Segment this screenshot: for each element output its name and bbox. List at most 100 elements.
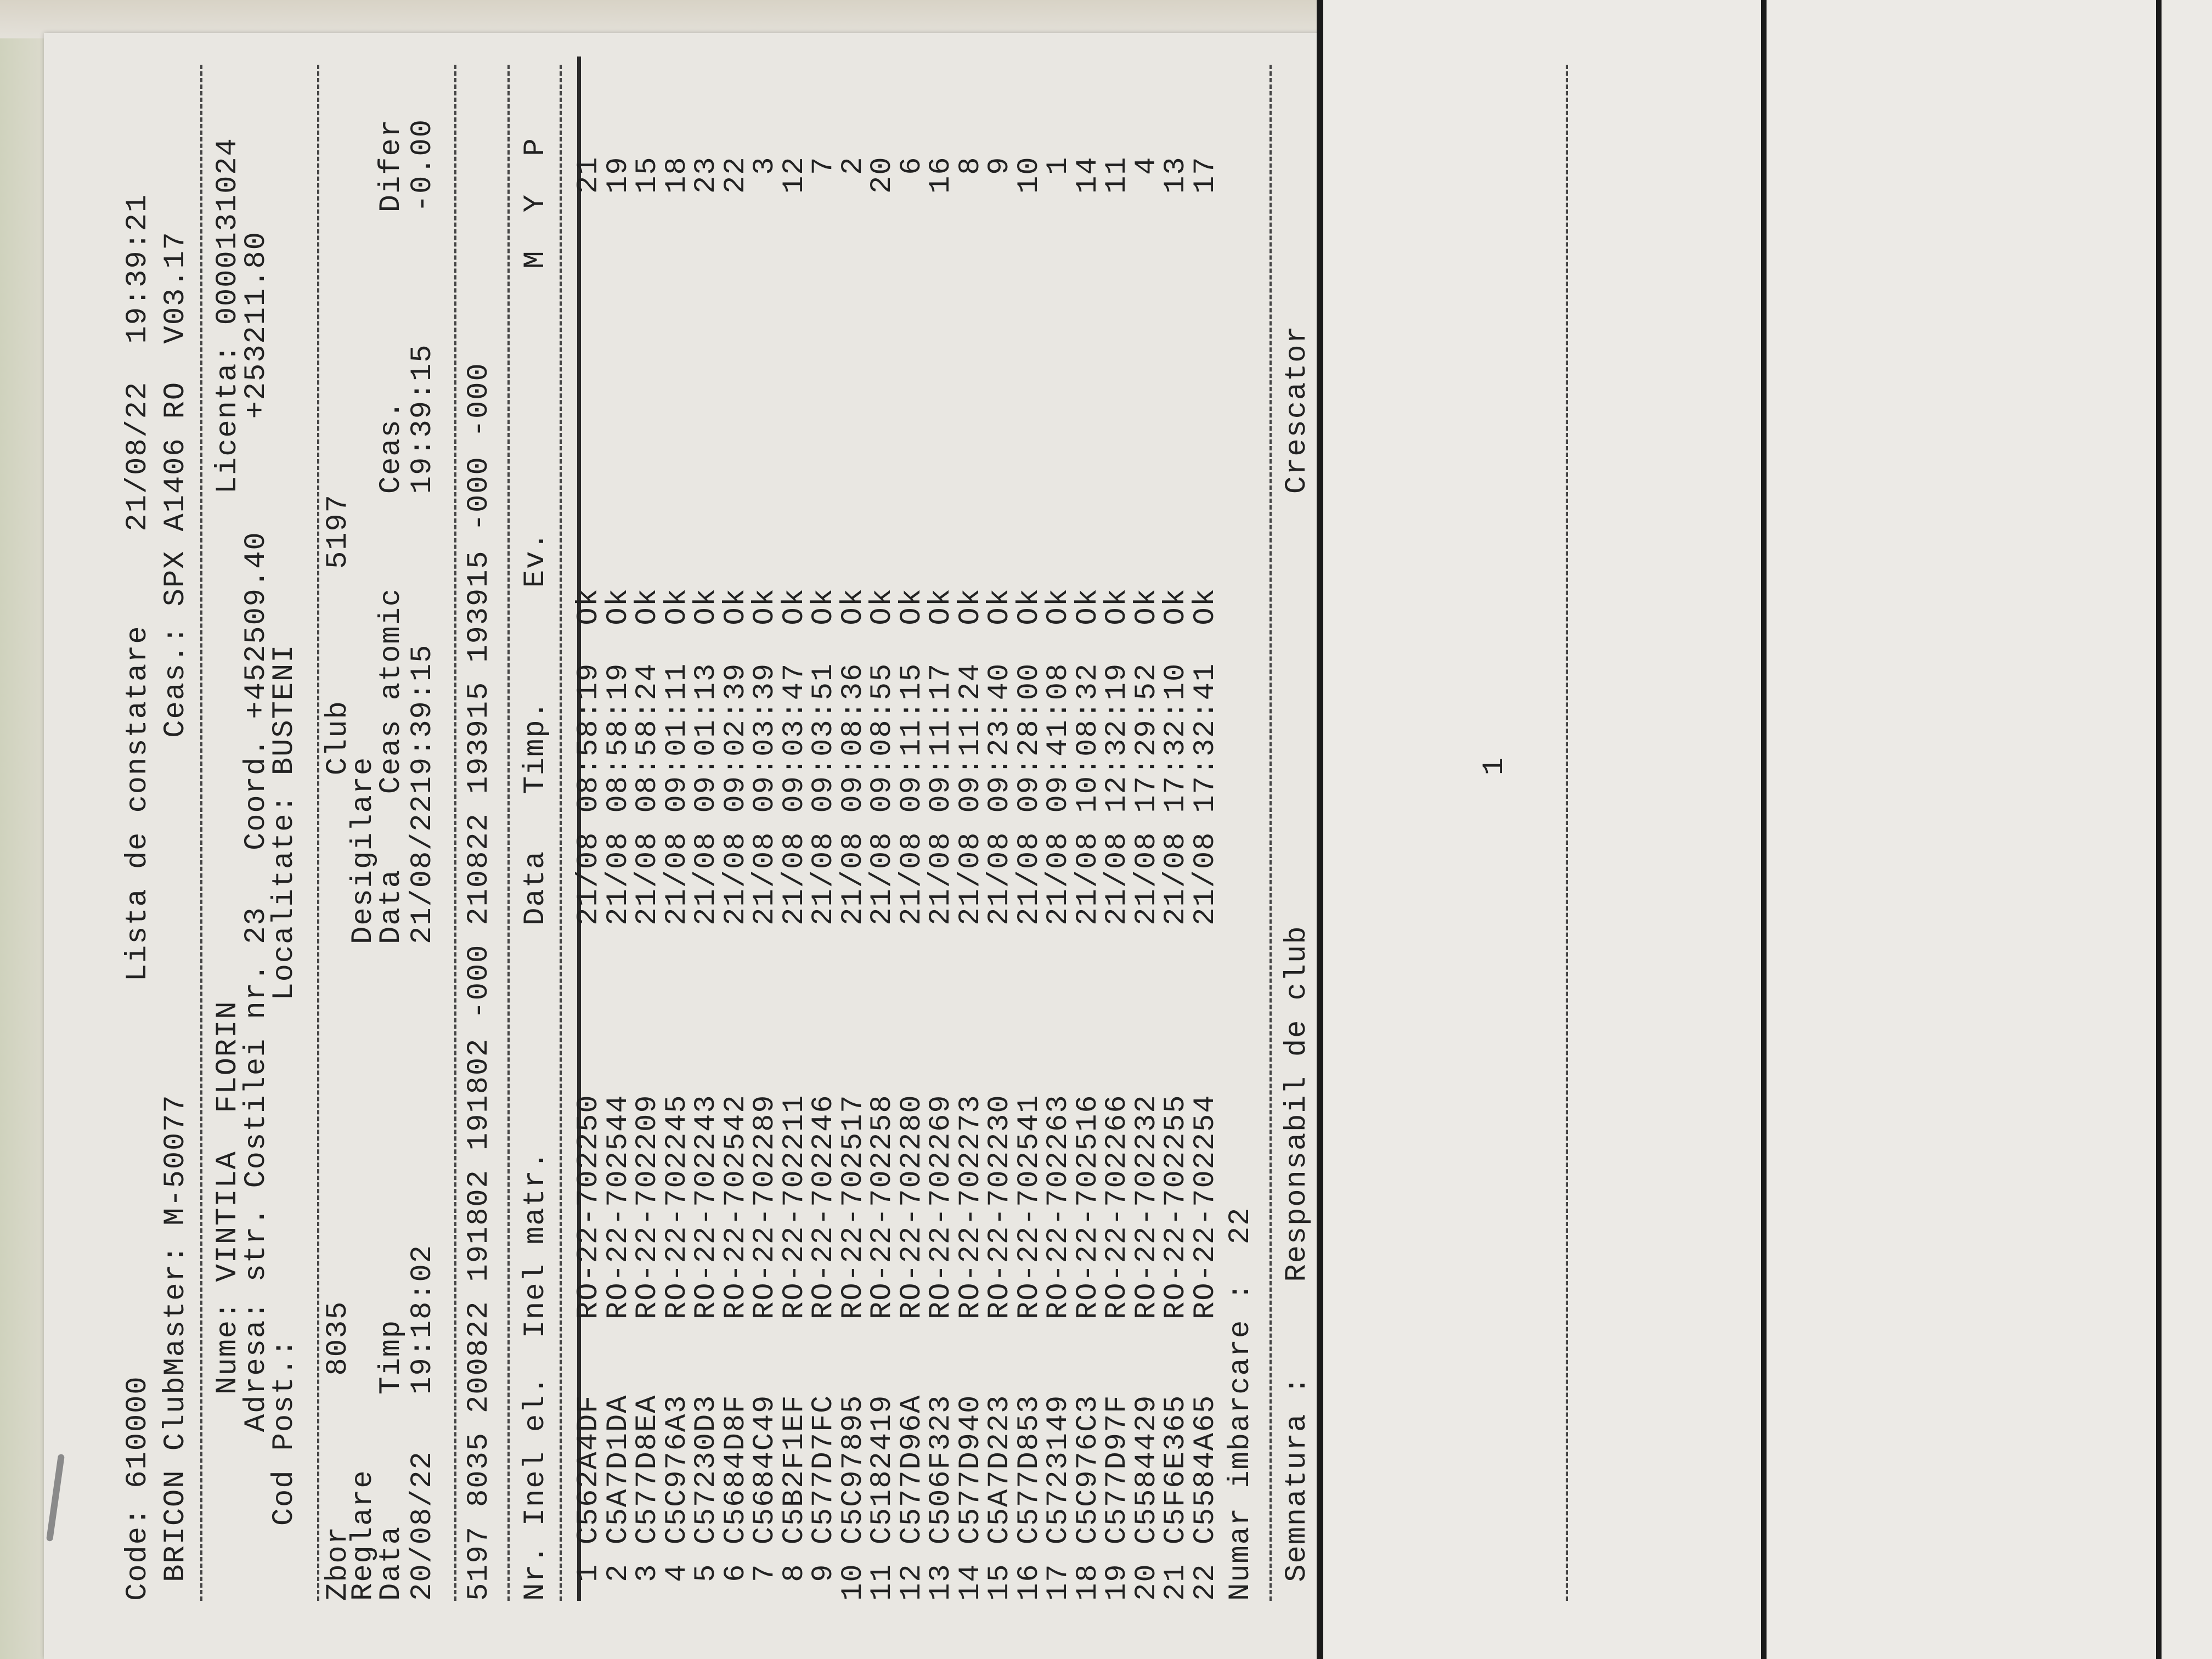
cell-timp: 09:08:55 (866, 662, 899, 813)
divider (1269, 65, 1272, 1601)
cell-p: 4 (1130, 156, 1164, 175)
setting-line: Reglare Desigilare (347, 48, 380, 1601)
col-difer: Difer (375, 119, 408, 213)
table-row: 20 C5584429 RO-22-702232 21/08 17:29:52 Ok 4 (1130, 48, 1164, 1601)
table-row: 3 C577D8EA RO-22-702209 21/08 08:58:24 Ok 15 (631, 48, 664, 1601)
cell-matr: RO-22-702541 (1012, 1094, 1046, 1319)
cell-timp: 09:03:39 (748, 662, 782, 813)
table-row: 8 C5B2F1EF RO-22-702211 21/08 09:03:47 Ok 12 (777, 48, 811, 1601)
cell-nr: 14 (953, 1563, 988, 1601)
cell-ev: Ok (748, 588, 782, 625)
postal-code-label: Cod Post.: (268, 1338, 301, 1526)
table-row: 9 C577D7FC RO-22-702246 21/08 09:03:51 Ok 7 (807, 48, 840, 1601)
cell-nr: 2 (601, 1563, 635, 1582)
cell-ev: Ok (1101, 588, 1134, 625)
cell-matr: RO-22-702516 (1071, 1094, 1105, 1319)
cell-data: 21/08 (690, 831, 723, 926)
owner-line-2: Adresa: str. Costilei nr. 23 Coord. +452… (240, 48, 273, 1601)
cell-nr: 10 (836, 1563, 870, 1601)
cell-matr: RO-22-702280 (895, 1094, 929, 1319)
cell-inel: C5684D8F (719, 1394, 753, 1545)
cell-nr: 9 (807, 1563, 840, 1582)
cell-p: 22 (719, 156, 753, 194)
cell-p: 20 (866, 156, 899, 194)
cell-inel: C577D97F (1101, 1394, 1134, 1545)
cell-matr: RO-22-702246 (807, 1094, 840, 1319)
cell-data: 21/08 (953, 831, 988, 926)
table-row: 11 C5182419 RO-22-702258 21/08 09:08:55 Ok 20 (866, 48, 899, 1601)
cell-nr: 20 (1130, 1563, 1164, 1601)
cell-inel: C5A7D223 (983, 1394, 1017, 1545)
cell-p: 21 (572, 156, 606, 194)
header-line-1: Code: 610000 Lista de constatare 21/08/2… (121, 48, 155, 1601)
col-ev: Ev. (519, 531, 552, 588)
summary-line: 5197 8035 200822 191802 191802 -000 2108… (462, 48, 496, 1601)
col-myp: M Y P (519, 137, 552, 269)
page-number: 1 (1478, 756, 1511, 776)
cell-matr: RO-22-702232 (1130, 1094, 1164, 1319)
cell-nr: 13 (924, 1563, 958, 1601)
cell-inel: C5A7D1DA (601, 1394, 635, 1545)
cell-matr: RO-22-702544 (601, 1094, 635, 1319)
divider (507, 65, 510, 1601)
cell-data: 21/08 (748, 831, 782, 926)
cell-nr: 22 (1188, 1563, 1222, 1601)
cell-matr: RO-22-702211 (777, 1094, 811, 1319)
cell-p: 15 (631, 156, 664, 194)
cell-ev: Ok (1159, 588, 1193, 625)
cell-ev: Ok (777, 588, 811, 625)
divider (200, 65, 202, 1601)
cell-ev: Ok (1012, 588, 1046, 625)
cell-timp: 09:11:15 (895, 662, 929, 813)
cell-ev: Ok (660, 588, 694, 625)
cell-timp: 17:32:41 (1188, 662, 1222, 813)
table-row: 7 C5684C49 RO-22-702289 21/08 09:03:39 Ok 3 (748, 48, 782, 1601)
table-row: 1 C562A4DF RO-22-702250 21/08 08:58:19 Ok 21 (572, 48, 606, 1601)
cell-ev: Ok (836, 588, 870, 625)
cell-ev: Ok (1071, 588, 1105, 625)
col-nr: Nr. (519, 1544, 552, 1601)
cell-data: 21/08 (836, 831, 870, 926)
cell-ev: Ok (601, 588, 635, 625)
cell-timp: 09:03:51 (807, 662, 840, 813)
cell-inel: C5584A65 (1188, 1394, 1222, 1545)
cell-nr: 12 (895, 1563, 929, 1601)
cell-inel: C5723149 (1042, 1394, 1075, 1545)
cell-timp: 17:29:52 (1130, 662, 1164, 813)
cell-timp: 09:41:08 (1042, 662, 1075, 813)
cell-matr: RO-22-702254 (1188, 1094, 1222, 1319)
cell-matr: RO-22-702258 (866, 1094, 899, 1319)
reglare-time: 19:18:02 (406, 1244, 439, 1395)
cell-data: 21/08 (924, 831, 958, 926)
cell-ev: Ok (572, 588, 606, 625)
cell-p: 10 (1012, 156, 1046, 194)
cell-timp: 09:23:40 (983, 662, 1017, 813)
cell-data: 21/08 (1130, 831, 1164, 926)
table-row: 4 C5C976A3 RO-22-702245 21/08 09:01:11 Ok 18 (660, 48, 694, 1601)
breeder-label: Crescator (1280, 325, 1314, 494)
cell-inel: C5F6E365 (1159, 1394, 1193, 1545)
cell-data: 21/08 (1012, 831, 1046, 926)
table-row: 2 C5A7D1DA RO-22-702544 21/08 08:58:19 Ok 19 (601, 48, 635, 1601)
col-data: Data (375, 1526, 408, 1601)
cell-inel: C5C976A3 (660, 1394, 694, 1545)
locality: Localitate: BUSTENI (268, 644, 301, 1001)
cell-timp: 09:02:39 (719, 662, 753, 813)
clock-time: 19:39:15 (406, 343, 439, 494)
cell-timp: 12:32:19 (1101, 662, 1134, 813)
cell-p: 14 (1071, 156, 1105, 194)
cell-data: 21/08 (777, 831, 811, 926)
cell-ev: Ok (690, 588, 723, 625)
cell-nr: 5 (690, 1563, 723, 1582)
cell-inel: C506F323 (924, 1394, 958, 1545)
reglare-date: 20/08/22 (406, 1451, 439, 1601)
cell-timp: 09:11:24 (953, 662, 988, 813)
cell-p: 9 (983, 156, 1017, 175)
divider (1566, 65, 1568, 1601)
desigilare-date: 21/08/22 (406, 794, 439, 944)
cell-ev: Ok (1188, 588, 1222, 625)
cell-timp: 08:58:19 (572, 662, 606, 813)
cell-ev: Ok (866, 588, 899, 625)
table-row: 16 C577D853 RO-22-702541 21/08 09:28:00 Ok 10 (1012, 48, 1046, 1601)
header-line-2: BRICON ClubMaster: M-50077 Ceas.: SPX A1… (159, 48, 193, 1601)
